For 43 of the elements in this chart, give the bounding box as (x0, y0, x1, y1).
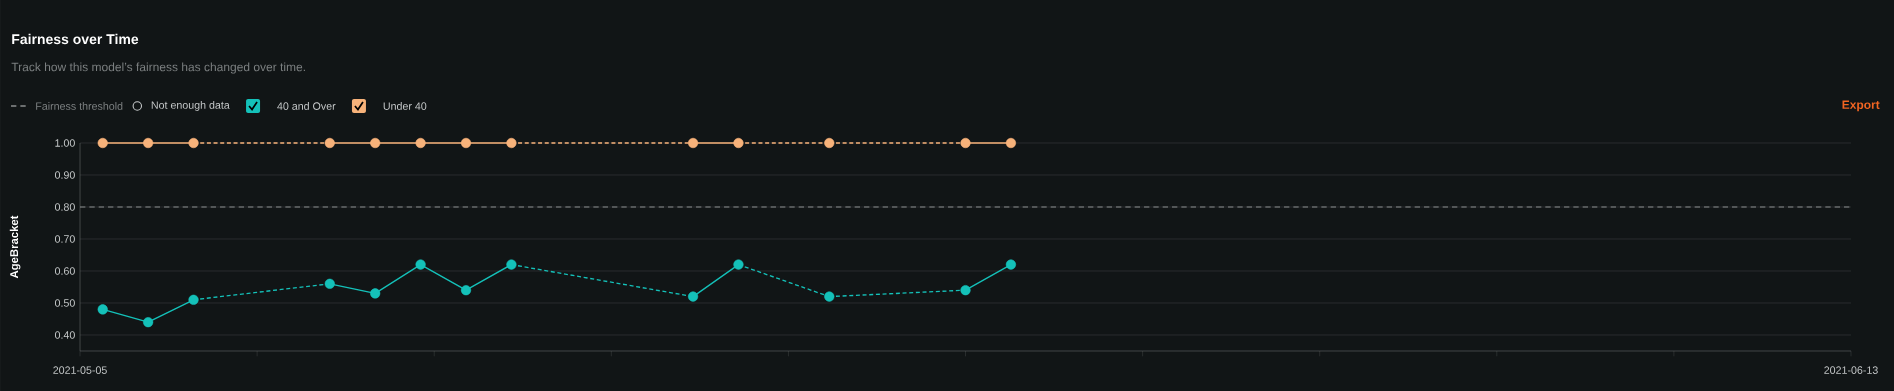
point (415, 137, 426, 149)
y-tick-label: 0.60 (54, 267, 75, 275)
point (324, 278, 335, 289)
legend-label: Fairness threshold (36, 102, 123, 110)
point (733, 259, 744, 270)
y-tick-label: 0.70 (54, 235, 75, 243)
text: Not enough data (151, 101, 230, 111)
point (415, 259, 426, 270)
y-tick-label: 0.90 (54, 171, 75, 179)
point (97, 137, 108, 149)
y-tick-label: 0.50 (54, 299, 75, 307)
point (824, 137, 835, 149)
point (188, 294, 199, 305)
y-axis-title: AgeBracket (9, 215, 21, 279)
legend-label: 40 and Over (277, 102, 336, 110)
point (370, 137, 381, 149)
point (733, 137, 744, 149)
point (687, 137, 699, 149)
point (506, 137, 517, 149)
point (824, 291, 835, 302)
point (188, 137, 199, 149)
x-tick-label: 2021-05-05 (53, 366, 107, 374)
point (370, 288, 381, 299)
point (143, 317, 154, 328)
point (97, 304, 108, 315)
legend-label: Under 40 (383, 102, 427, 110)
point (506, 259, 517, 270)
point (324, 137, 335, 149)
y-tick-label: 0.40 (54, 331, 75, 339)
chart-subtitle: Track how this model’s fairness has changed over time. (11, 62, 305, 74)
point (143, 137, 154, 149)
point (460, 137, 472, 149)
point (960, 285, 971, 296)
y-tick-label: 1.00 (55, 139, 75, 147)
chart-title: Fairness over Time (12, 33, 139, 45)
point (1005, 137, 1016, 149)
point (687, 291, 699, 302)
y-tick-label: 0.80 (54, 203, 75, 211)
x-tick-label: 2021-06-13 (1824, 366, 1878, 374)
point (460, 285, 472, 296)
point (960, 137, 971, 149)
text: Export (1842, 100, 1880, 112)
point (1005, 259, 1016, 270)
